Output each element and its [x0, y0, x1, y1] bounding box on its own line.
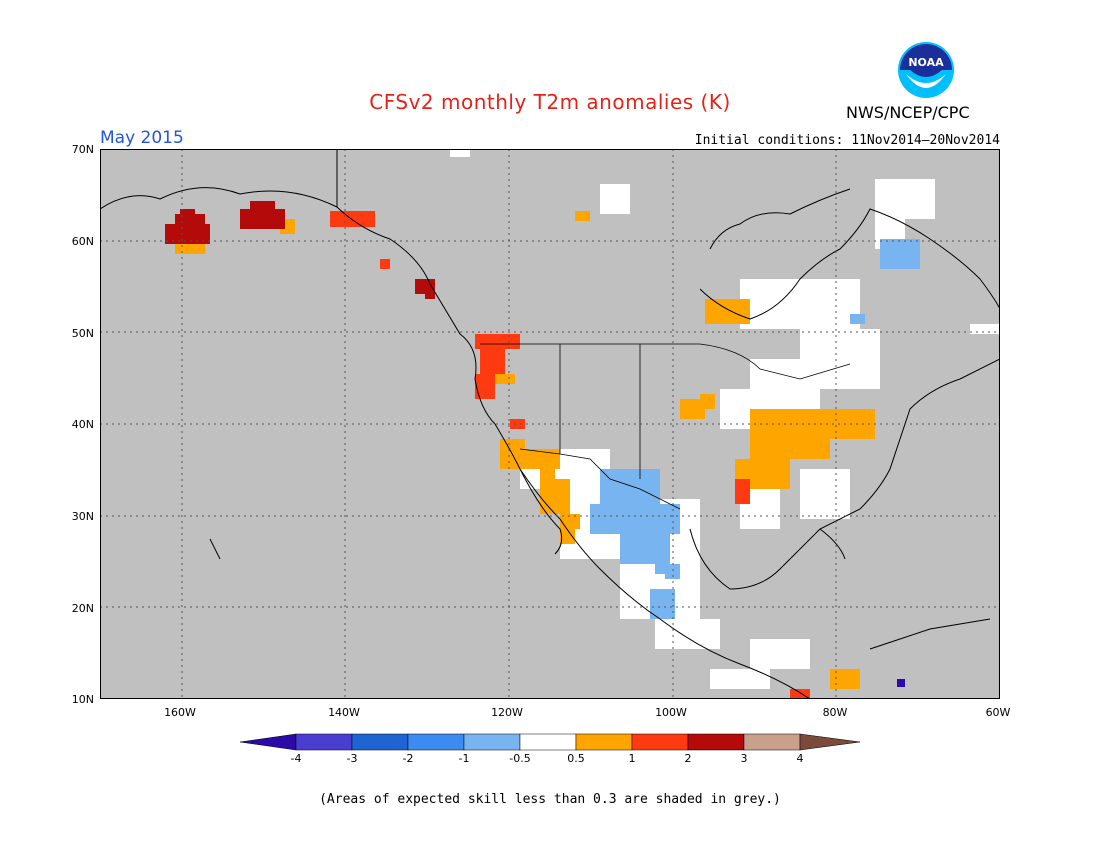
lon-label-100w: 100W: [655, 706, 687, 719]
colorbar-tick: 3: [740, 752, 748, 765]
colorbar-segment-1-05: [463, 733, 521, 751]
lat-label-30n: 30N: [71, 510, 94, 523]
colorbar-tick: -4: [290, 752, 302, 765]
lon-label-60w: 60W: [985, 706, 1011, 719]
anomaly-map: [99, 149, 1001, 700]
colorbar-segment-2-3: [687, 733, 745, 751]
colorbar-tick: -1: [458, 752, 470, 765]
warm-anomalies-strong: [165, 201, 435, 299]
map-title: CFSv2 monthly T2m anomalies (K): [369, 90, 731, 114]
colorbar-segment-neutral: [519, 733, 577, 751]
colorbar-tick: -0.5: [509, 752, 531, 765]
month-label: May 2015: [100, 128, 184, 148]
noaa-logo-icon: NOAA: [896, 40, 956, 100]
lat-label-50n: 50N: [71, 327, 94, 340]
lat-label-10n: 10N: [71, 693, 94, 706]
cool-anomaly-extreme: [897, 679, 905, 687]
lon-label-140w: 140W: [328, 706, 360, 719]
lat-label-40n: 40N: [71, 418, 94, 431]
colorbar-segment-05-1: [575, 733, 633, 751]
lat-lon-grid: [100, 149, 1000, 699]
lon-label-160w: 160W: [164, 706, 196, 719]
initial-conditions-label: Initial conditions: 11Nov2014–20Nov2014: [694, 133, 1000, 148]
colorbar-segment-lt-4: [239, 733, 297, 751]
skill-note: (Areas of expected skill less than 0.3 a…: [319, 792, 781, 807]
cool-anomalies: [590, 239, 920, 619]
warm-anomalies-weak: [175, 211, 875, 689]
colorbar-tick: -3: [346, 752, 358, 765]
colorbar-segment-1-2: [631, 733, 689, 751]
colorbar-tick: 0.5: [567, 752, 585, 765]
coastlines: [99, 149, 1001, 700]
colorbar: [239, 733, 862, 755]
colorbar-tick: 1: [628, 752, 636, 765]
logo-text: NOAA: [908, 56, 944, 69]
colorbar-tick: 2: [684, 752, 692, 765]
lat-label-20n: 20N: [71, 602, 94, 615]
map-frame: [100, 149, 1000, 699]
colorbar-tick: -2: [402, 752, 414, 765]
colorbar-segment-3-4: [743, 733, 801, 751]
colorbar-tick: 4: [796, 752, 804, 765]
lat-label-60n: 60N: [71, 235, 94, 248]
organization-label: NWS/NCEP/CPC: [846, 103, 970, 122]
lon-label-80w: 80W: [822, 706, 848, 719]
colorbar-segment-gt-4: [799, 733, 861, 751]
colorbar-segment-2-1: [407, 733, 465, 751]
colorbar-segment-3-2: [351, 733, 409, 751]
colorbar-segment-4-3: [295, 733, 353, 751]
lat-label-70n: 70N: [71, 143, 94, 156]
political-borders: [336, 149, 851, 510]
lon-label-120w: 120W: [491, 706, 523, 719]
